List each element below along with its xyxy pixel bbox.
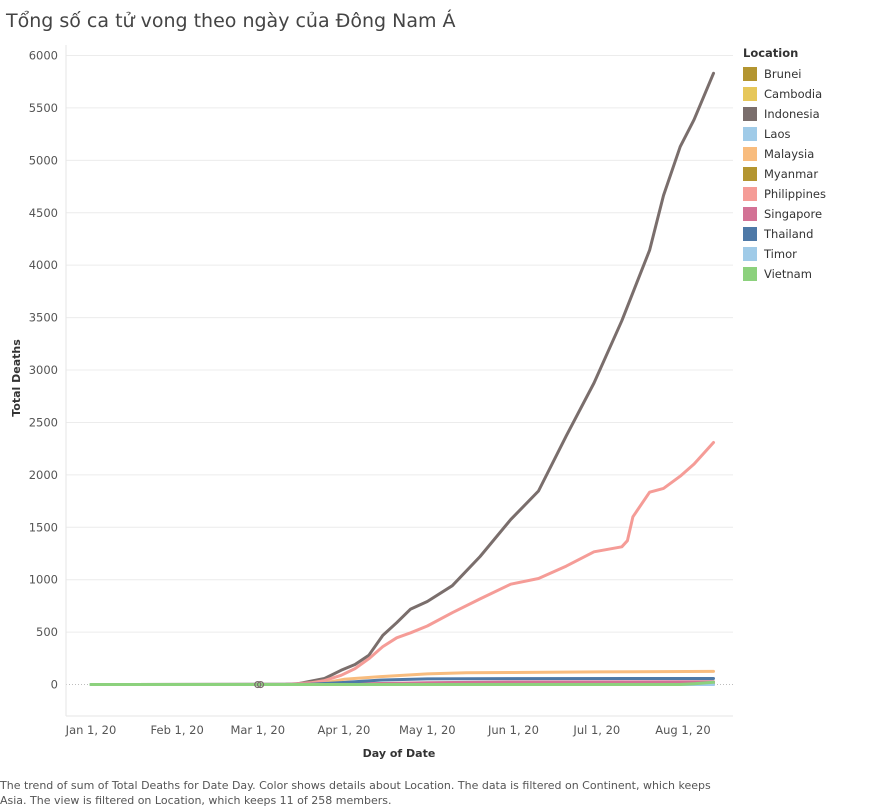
series-layer [89,71,715,689]
y-tick-label: 3500 [29,311,58,325]
legend-label: Thailand [764,227,814,241]
legend-swatch [743,167,757,181]
legend-item-vietnam[interactable]: Vietnam [743,264,826,284]
legend-item-timor[interactable]: Timor [743,244,826,264]
grid-layer [66,54,733,686]
zero-marker [256,680,265,689]
legend-swatch [743,247,757,261]
chart-caption: The trend of sum of Total Deaths for Dat… [0,779,711,807]
legend-swatch [743,187,757,201]
legend-label: Laos [764,127,791,141]
y-tick-label: 4500 [29,206,58,220]
x-tick-label: Apr 1, 20 [318,723,371,737]
series-line-indonesia [256,71,715,686]
legend-title: Location [743,46,799,60]
legend-items: Brunei Cambodia Indonesia Laos Malaysia Myanm… [743,64,826,284]
x-tick-label: May 1, 20 [399,723,456,737]
x-tick-label: Jan 1, 20 [65,723,117,737]
legend-item-cambodia[interactable]: Cambodia [743,84,826,104]
x-tick-label: Mar 1, 20 [230,723,285,737]
y-tick-label: 6000 [29,48,58,62]
legend-item-myanmar[interactable]: Myanmar [743,164,826,184]
x-tick-label: Jul 1, 20 [572,723,620,737]
legend-swatch [743,127,757,141]
y-tick-label: 1000 [29,573,58,587]
x-tick-label: Jun 1, 20 [487,723,539,737]
legend-label: Brunei [764,67,802,81]
y-tick-label: 5000 [29,153,58,167]
y-tick-label: 0 [51,678,58,692]
y-axis-label: Total Deaths [10,339,23,417]
y-tick-label: 1500 [29,520,58,534]
x-tick-label: Feb 1, 20 [151,723,204,737]
legend-label: Singapore [764,207,823,221]
axis-layer: 0 500 1000 1500 2000 2500 3000 3500 4000 4500 5000… [29,45,733,737]
legend: Location Brunei Cambodia Indonesia Laos Mala… [743,46,826,284]
legend-label: Indonesia [764,107,820,121]
legend-item-indonesia[interactable]: Indonesia [743,104,826,124]
zero-marker [254,680,262,689]
chart-title: Tổng số ca tử vong theo ngày của Đông Na… [6,10,456,32]
legend-item-philippines[interactable]: Philippines [743,184,826,204]
legend-swatch [743,267,757,281]
legend-label: Vietnam [764,267,812,281]
legend-label: Malaysia [764,147,815,161]
legend-item-brunei[interactable]: Brunei [743,64,826,84]
series-line-vietnam [89,680,715,686]
legend-item-laos[interactable]: Laos [743,124,826,144]
y-tick-label: 500 [36,625,58,639]
legend-item-singapore[interactable]: Singapore [743,204,826,224]
legend-swatch [743,207,757,221]
legend-label: Myanmar [764,167,819,181]
legend-swatch [743,107,757,121]
legend-swatch [743,227,757,241]
legend-swatch [743,87,757,101]
legend-label: Cambodia [764,87,823,101]
legend-swatch [743,147,757,161]
x-tick-label: Aug 1, 20 [655,723,710,737]
legend-item-malaysia[interactable]: Malaysia [743,144,826,164]
legend-label: Timor [764,247,797,261]
legend-item-thailand[interactable]: Thailand [743,224,826,244]
y-tick-label: 2500 [29,415,58,429]
y-tick-label: 4000 [29,258,58,272]
legend-label: Philippines [764,187,826,201]
series-line-philippines [256,441,715,686]
y-tick-label: 5500 [29,101,58,115]
y-tick-label: 2000 [29,468,58,482]
legend-swatch [743,67,757,81]
x-axis-label: Day of Date [363,747,436,760]
y-tick-label: 3000 [29,363,58,377]
